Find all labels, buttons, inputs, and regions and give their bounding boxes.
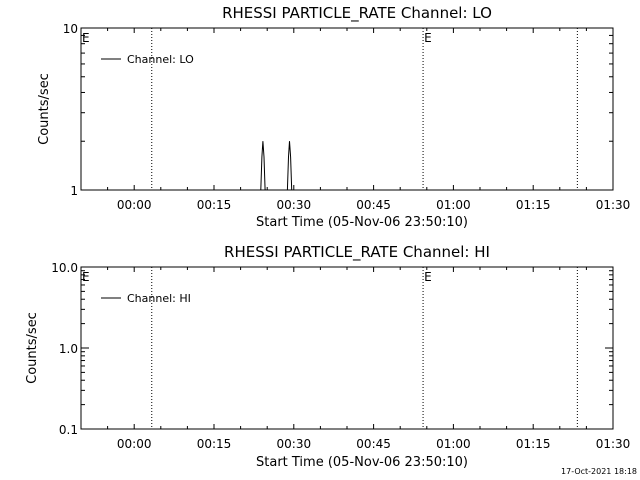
y-tick-label: 0.1	[59, 423, 78, 437]
x-tick-label: 01:15	[516, 198, 551, 212]
series-line	[81, 141, 613, 191]
legend-label: Channel: LO	[127, 53, 194, 66]
chart-title: RHESSI PARTICLE_RATE Channel: HI	[224, 243, 490, 262]
x-tick-label: 01:30	[596, 437, 631, 451]
x-tick-label: 01:30	[596, 198, 631, 212]
chart-title: RHESSI PARTICLE_RATE Channel: LO	[222, 4, 492, 23]
y-tick-label: 10	[63, 22, 78, 36]
legend-label: Channel: HI	[127, 292, 191, 305]
x-tick-label: 00:00	[117, 198, 152, 212]
x-tick-label: 01:00	[436, 437, 471, 451]
x-tick-label: 00:30	[277, 437, 312, 451]
x-tick-label: 00:30	[277, 198, 312, 212]
x-axis-label: Start Time (05-Nov-06 23:50:10)	[256, 455, 468, 470]
x-tick-label: 00:15	[197, 437, 232, 451]
x-tick-label: 00:45	[356, 198, 391, 212]
y-axis-label: Counts/sec	[37, 73, 52, 145]
x-tick-label: 00:15	[197, 198, 232, 212]
event-marker-label: E	[82, 270, 90, 284]
y-tick-label: 10.0	[51, 261, 78, 275]
event-marker-label: E	[82, 31, 90, 45]
y-tick-label: 1	[70, 184, 78, 198]
y-axis-label: Counts/sec	[25, 312, 40, 384]
x-tick-label: 01:15	[516, 437, 551, 451]
chart-hi-channel: RHESSI PARTICLE_RATE Channel: HI E E 00:00 0…	[25, 243, 630, 470]
x-tick-label: 01:00	[436, 198, 471, 212]
event-marker-label: E	[424, 270, 432, 284]
generation-timestamp: 17-Oct-2021 18:18	[561, 467, 637, 476]
y-tick-label: 1.0	[59, 342, 78, 356]
x-axis-label: Start Time (05-Nov-06 23:50:10)	[256, 215, 468, 230]
chart-lo-channel: RHESSI PARTICLE_RATE Channel: LO E E 00:00 0…	[37, 4, 630, 230]
event-marker-label: E	[424, 31, 432, 45]
x-tick-label: 00:45	[356, 437, 391, 451]
x-tick-label: 00:00	[117, 437, 152, 451]
